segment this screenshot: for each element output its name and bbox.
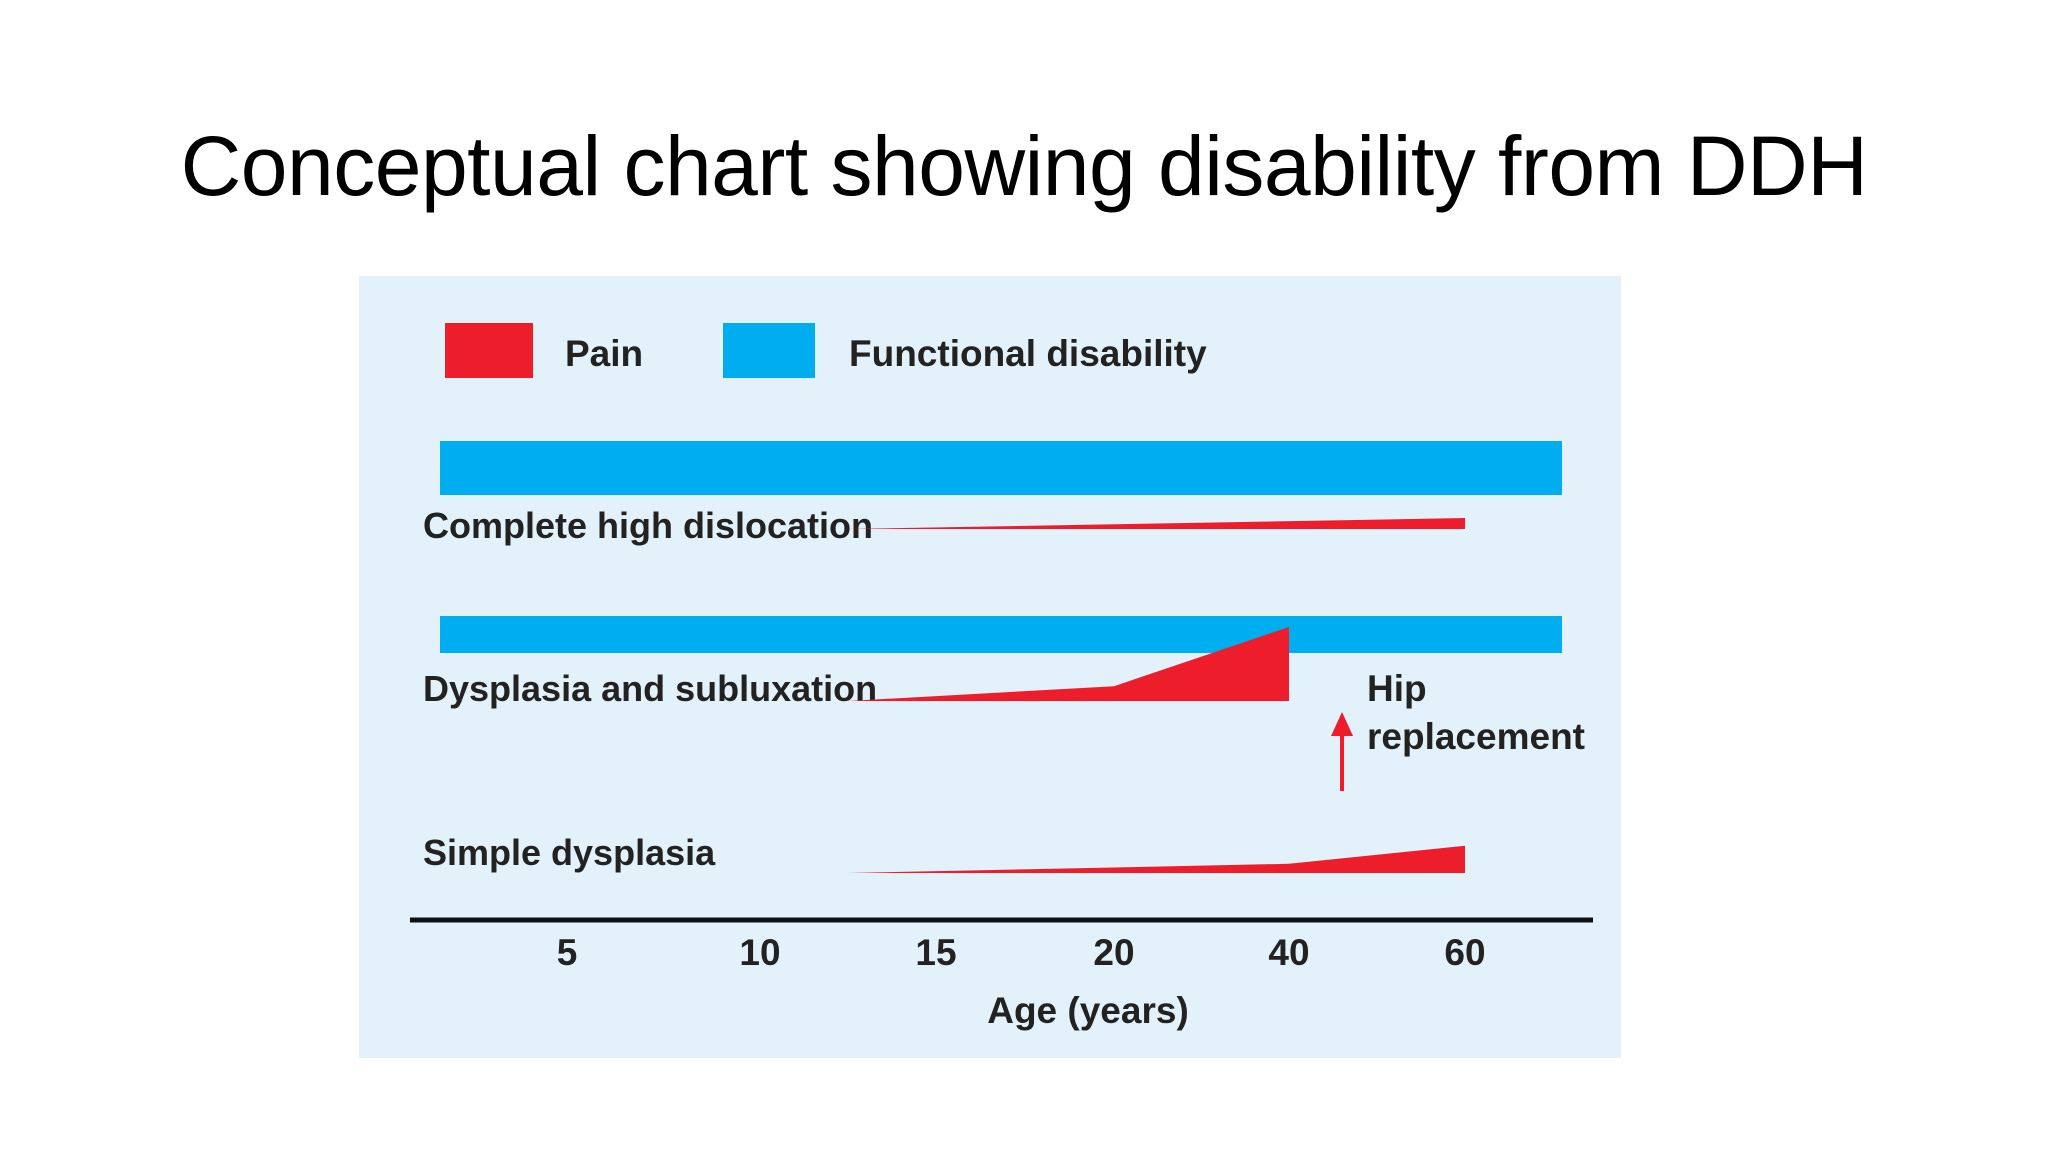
row-label-dysplasia-and-subluxation: Dysplasia and subluxation bbox=[423, 668, 877, 709]
pain-area-dysplasia-and-subluxation bbox=[848, 627, 1289, 701]
pain-area-complete-high-dislocation bbox=[848, 518, 1465, 529]
x-tick-label-10: 10 bbox=[739, 932, 780, 973]
slide-title: Conceptual chart showing disability from… bbox=[180, 119, 1868, 213]
row-label-complete-high-dislocation: Complete high dislocation bbox=[423, 505, 873, 546]
row-label-simple-dysplasia: Simple dysplasia bbox=[423, 832, 716, 873]
chart-svg: Pain Functional disability Complete high… bbox=[359, 276, 1621, 1058]
x-tick-label-20: 20 bbox=[1093, 932, 1134, 973]
legend-swatch-pain bbox=[445, 323, 533, 378]
legend-label-functional-disability: Functional disability bbox=[849, 333, 1207, 374]
functional-disability-bar-dysplasia-and-subluxation bbox=[440, 616, 1562, 653]
x-axis-ticks: 5 10 15 20 40 60 bbox=[557, 932, 1486, 973]
x-tick-label-60: 60 bbox=[1444, 932, 1485, 973]
chart-background bbox=[359, 276, 1621, 1058]
annotation-hip: Hip bbox=[1367, 668, 1427, 709]
hip-replacement-arrow bbox=[1331, 712, 1353, 791]
legend-swatch-functional-disability bbox=[723, 323, 815, 378]
functional-disability-bar-complete-high-dislocation bbox=[440, 441, 1562, 495]
arrow-head bbox=[1331, 712, 1353, 736]
annotation-replacement: replacement bbox=[1367, 716, 1585, 757]
ddh-chart: Pain Functional disability Complete high… bbox=[359, 276, 1621, 1058]
legend-label-pain: Pain bbox=[565, 333, 643, 374]
x-tick-label-15: 15 bbox=[915, 932, 956, 973]
x-tick-label-5: 5 bbox=[557, 932, 578, 973]
x-tick-label-40: 40 bbox=[1268, 932, 1309, 973]
pain-area-simple-dysplasia bbox=[848, 845, 1465, 873]
x-axis-label: Age (years) bbox=[987, 990, 1189, 1031]
